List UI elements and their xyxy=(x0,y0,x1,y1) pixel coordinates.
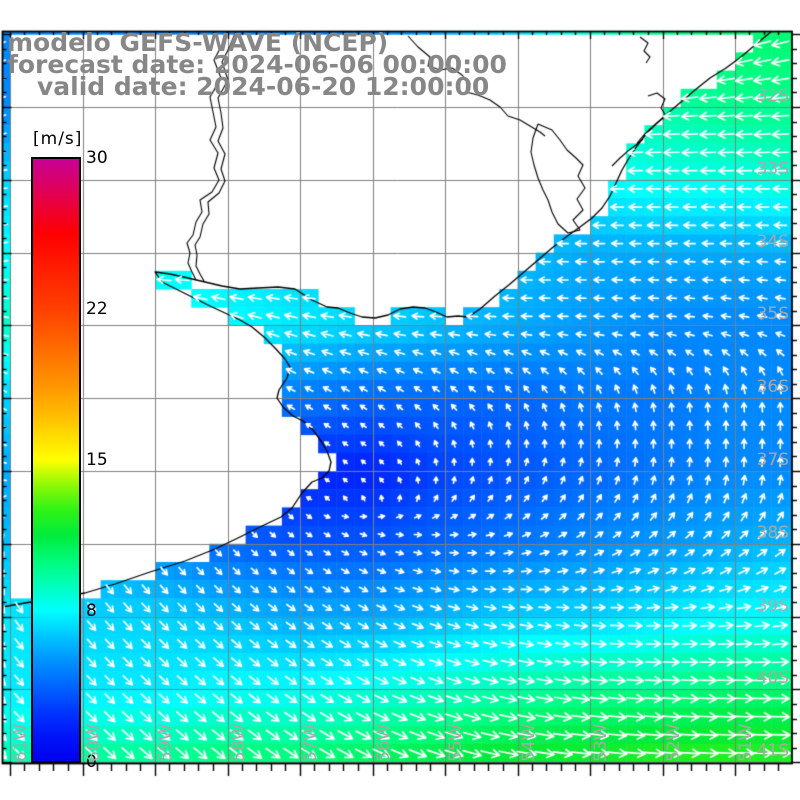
colorbar xyxy=(31,157,81,763)
colorbar-tick-15: 15 xyxy=(86,450,108,470)
colorbar-tick-22: 22 xyxy=(86,299,108,319)
colorbar-tick-0: 0 xyxy=(86,752,97,772)
colorbar-tick-8: 8 xyxy=(86,601,97,621)
colorbar-tick-30: 30 xyxy=(86,148,108,168)
colorbar-unit-label: [m/s] xyxy=(33,129,83,149)
